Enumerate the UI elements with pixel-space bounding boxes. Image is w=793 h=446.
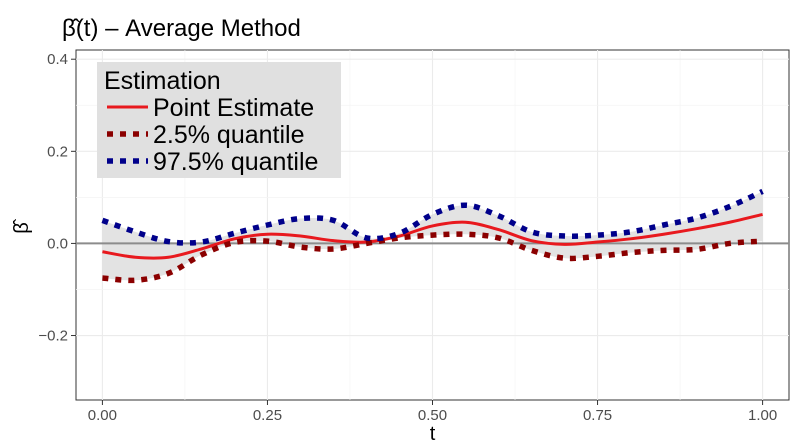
y-tick-label: −0.2 — [38, 328, 68, 345]
y-tick-label: 0.2 — [47, 143, 68, 160]
x-axis-ticks: 0.00 0.25 0.50 0.75 1.00 — [88, 400, 777, 424]
x-tick-label: 0.25 — [253, 407, 282, 424]
series-line-point-estimate — [102, 212, 763, 260]
x-axis-title: t — [430, 423, 436, 445]
x-tick-label: 0.75 — [583, 407, 612, 424]
series-line-2-5-quantile — [102, 231, 763, 284]
legend-label: 97.5% quantile — [153, 148, 318, 176]
x-tick-label: 0.50 — [418, 407, 447, 424]
legend-label: 2.5% quantile — [153, 121, 305, 149]
series-lines — [101, 188, 764, 284]
chart-title: β̂(t) – Average Method — [62, 15, 301, 42]
y-tick-label: 0.0 — [47, 235, 68, 252]
series-line-97-5-quantile — [101, 188, 764, 246]
y-axis-ticks: −0.2 0.0 0.2 0.4 — [38, 51, 76, 345]
legend-title: Estimation — [104, 67, 221, 95]
x-tick-label: 0.00 — [88, 407, 117, 424]
y-axis-title: β̂ — [11, 218, 33, 234]
legend-label: Point Estimate — [153, 94, 314, 122]
x-tick-label: 1.00 — [748, 407, 777, 424]
y-tick-label: 0.4 — [47, 51, 68, 68]
